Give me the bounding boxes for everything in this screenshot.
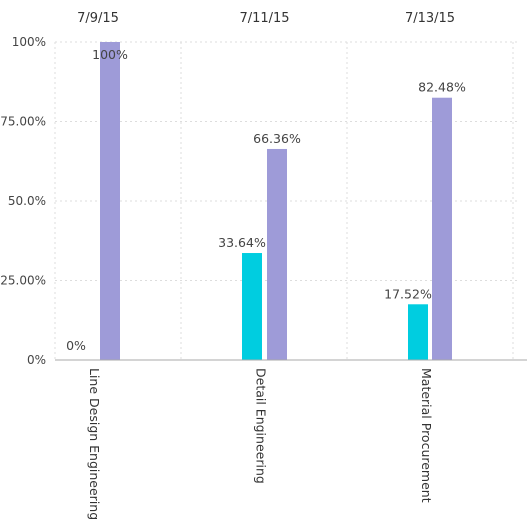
- bar[interactable]: [242, 253, 262, 360]
- x-category-label: Line Design Engineering: [87, 368, 102, 520]
- data-label: 100%: [92, 47, 128, 62]
- data-label: 0%: [66, 338, 86, 353]
- top-category-label: 7/13/15: [405, 11, 455, 26]
- bar[interactable]: [408, 304, 428, 360]
- top-category-label: 7/11/15: [239, 11, 289, 26]
- bars: [100, 42, 452, 361]
- data-label: 17.52%: [384, 286, 432, 301]
- labels: 0% 25.00% 50.0% 75.00% 100% 0% 100% 7/9/15 Line …: [0, 11, 466, 520]
- data-label: 66.36%: [253, 131, 301, 146]
- bar[interactable]: [267, 148, 287, 360]
- data-label: 33.64%: [218, 235, 266, 250]
- y-tick-label: 0%: [27, 353, 46, 367]
- y-tick-label: 50.0%: [8, 194, 46, 208]
- bar[interactable]: [432, 97, 452, 361]
- bar[interactable]: [100, 42, 120, 360]
- x-category-label: Material Procurement: [419, 368, 434, 503]
- top-category-label: 7/9/15: [77, 11, 119, 26]
- x-category-label: Detail Engineering: [254, 368, 269, 484]
- y-tick-label: 25.00%: [0, 274, 46, 288]
- y-tick-label: 75.00%: [0, 115, 46, 129]
- y-tick-label: 100%: [12, 35, 46, 49]
- data-label: 82.48%: [418, 80, 466, 95]
